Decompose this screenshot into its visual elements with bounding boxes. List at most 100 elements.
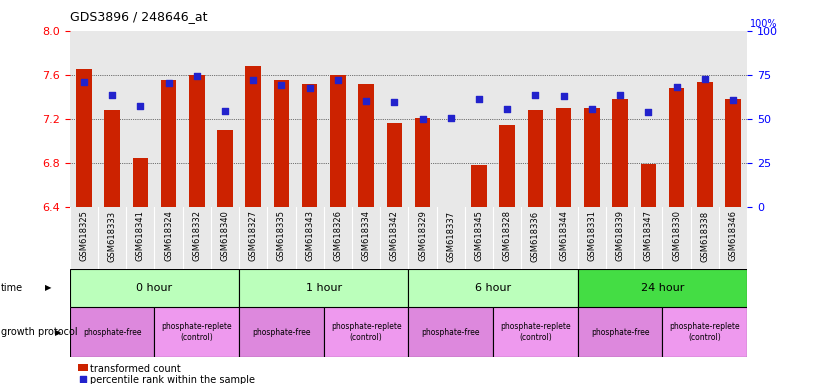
- Bar: [239, 269, 409, 307]
- Bar: [528, 110, 544, 207]
- Text: transformed count: transformed count: [90, 364, 181, 374]
- Text: phosphate-free: phosphate-free: [591, 328, 649, 337]
- Bar: [302, 84, 318, 207]
- Bar: [245, 66, 261, 207]
- Text: 100%: 100%: [750, 19, 777, 29]
- Text: GSM618341: GSM618341: [135, 210, 144, 261]
- Bar: [409, 269, 578, 307]
- Point: [642, 109, 655, 116]
- Point: [360, 98, 373, 104]
- Text: GSM618331: GSM618331: [587, 210, 596, 262]
- Point: [134, 103, 147, 109]
- Text: phosphate-replete
(control): phosphate-replete (control): [331, 323, 401, 342]
- Bar: [697, 81, 713, 207]
- Text: phosphate-replete
(control): phosphate-replete (control): [162, 323, 232, 342]
- Text: GSM618324: GSM618324: [164, 210, 173, 261]
- Point: [444, 115, 457, 121]
- Point: [332, 77, 345, 83]
- Bar: [499, 124, 515, 207]
- Text: phosphate-free: phosphate-free: [421, 328, 480, 337]
- Bar: [578, 269, 747, 307]
- Text: GSM618332: GSM618332: [192, 210, 201, 262]
- Text: phosphate-replete
(control): phosphate-replete (control): [500, 323, 571, 342]
- Bar: [640, 164, 656, 207]
- Point: [303, 85, 316, 91]
- Bar: [556, 108, 571, 207]
- Bar: [132, 158, 148, 207]
- Text: GSM618335: GSM618335: [277, 210, 286, 262]
- Text: growth protocol: growth protocol: [1, 327, 77, 337]
- Point: [416, 116, 429, 122]
- Text: GSM618347: GSM618347: [644, 210, 653, 262]
- Bar: [725, 99, 741, 207]
- Bar: [387, 123, 402, 207]
- Bar: [239, 307, 323, 357]
- Text: 6 hour: 6 hour: [475, 283, 511, 293]
- Bar: [189, 75, 204, 207]
- Point: [106, 92, 119, 98]
- Bar: [218, 130, 233, 207]
- Point: [529, 92, 542, 98]
- Point: [727, 97, 740, 103]
- Text: GSM618328: GSM618328: [502, 210, 511, 262]
- Point: [76, 376, 89, 382]
- Text: GSM618340: GSM618340: [221, 210, 230, 261]
- Point: [77, 78, 90, 84]
- Bar: [471, 166, 487, 207]
- Point: [585, 106, 599, 112]
- Bar: [584, 108, 599, 207]
- Text: phosphate-replete
(control): phosphate-replete (control): [669, 323, 740, 342]
- Text: GSM618337: GSM618337: [447, 210, 456, 262]
- Point: [388, 99, 401, 106]
- Bar: [330, 75, 346, 207]
- Bar: [76, 70, 92, 207]
- Point: [246, 77, 259, 83]
- Text: GSM618338: GSM618338: [700, 210, 709, 262]
- Text: GSM618343: GSM618343: [305, 210, 314, 262]
- Text: 1 hour: 1 hour: [305, 283, 342, 293]
- Text: phosphate-free: phosphate-free: [252, 328, 310, 337]
- Bar: [70, 307, 154, 357]
- Bar: [612, 99, 628, 207]
- Bar: [70, 269, 239, 307]
- Bar: [161, 80, 177, 207]
- Point: [557, 93, 571, 99]
- Bar: [578, 307, 663, 357]
- Text: GSM618326: GSM618326: [333, 210, 342, 262]
- Bar: [273, 80, 289, 207]
- Text: GSM618339: GSM618339: [616, 210, 625, 262]
- Bar: [669, 88, 685, 207]
- Text: GSM618329: GSM618329: [418, 210, 427, 261]
- Text: GSM618333: GSM618333: [108, 210, 117, 262]
- Point: [162, 79, 175, 86]
- Text: GSM618345: GSM618345: [475, 210, 484, 261]
- Text: GSM618344: GSM618344: [559, 210, 568, 261]
- Bar: [323, 307, 409, 357]
- Text: GSM618327: GSM618327: [249, 210, 258, 262]
- Text: GSM618334: GSM618334: [361, 210, 370, 262]
- Point: [698, 76, 711, 82]
- Text: GSM618330: GSM618330: [672, 210, 681, 262]
- Text: GSM618346: GSM618346: [728, 210, 737, 262]
- Text: ▶: ▶: [55, 328, 62, 337]
- Bar: [493, 307, 578, 357]
- Text: time: time: [1, 283, 23, 293]
- Text: 0 hour: 0 hour: [136, 283, 172, 293]
- Text: GSM618342: GSM618342: [390, 210, 399, 261]
- Text: percentile rank within the sample: percentile rank within the sample: [90, 375, 255, 384]
- Bar: [663, 307, 747, 357]
- Bar: [409, 307, 493, 357]
- Text: GSM618325: GSM618325: [80, 210, 89, 261]
- Point: [218, 108, 232, 114]
- Point: [501, 106, 514, 112]
- Text: GSM618336: GSM618336: [531, 210, 540, 262]
- Point: [613, 92, 626, 98]
- Text: phosphate-free: phosphate-free: [83, 328, 141, 337]
- Bar: [154, 307, 239, 357]
- Text: ▶: ▶: [45, 283, 52, 293]
- Point: [670, 84, 683, 90]
- Bar: [415, 118, 430, 207]
- Point: [275, 82, 288, 88]
- Bar: [104, 110, 120, 207]
- Point: [190, 73, 204, 79]
